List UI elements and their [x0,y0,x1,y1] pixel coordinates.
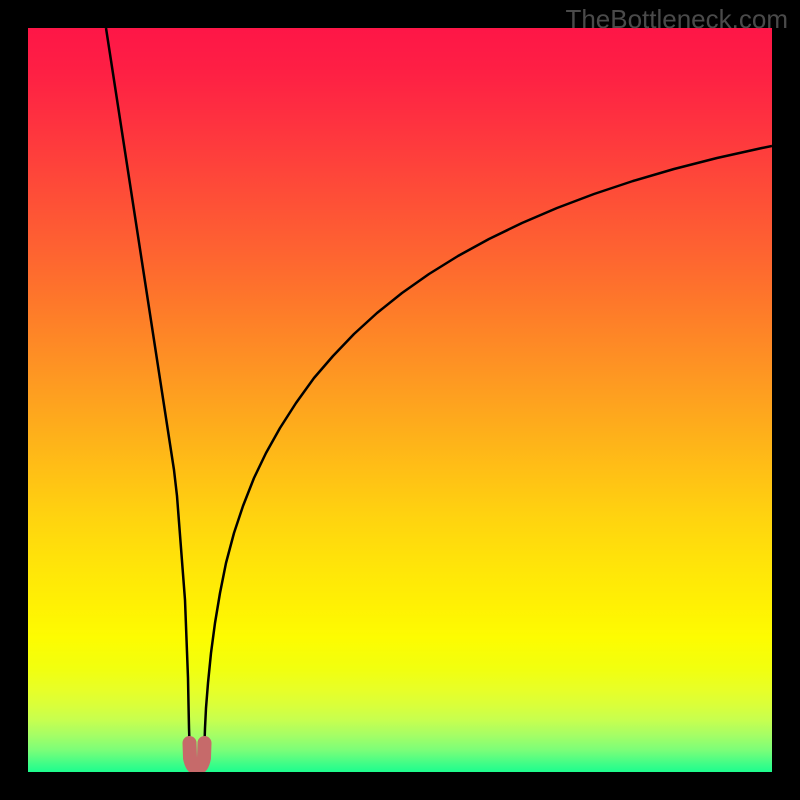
plot-area [28,28,772,772]
chart-container: TheBottleneck.com [0,0,800,800]
gradient-background [28,28,772,772]
watermark-text: TheBottleneck.com [565,4,788,35]
chart-svg [28,28,772,772]
